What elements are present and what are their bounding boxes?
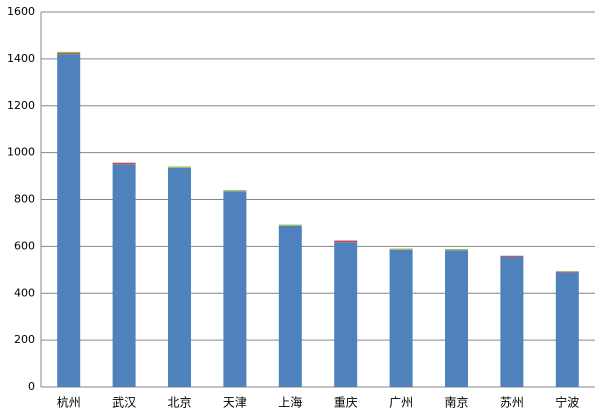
bar-segment xyxy=(168,166,191,168)
bar-segment xyxy=(500,256,524,387)
bar-segment xyxy=(57,53,81,55)
bar-segment xyxy=(555,271,579,273)
bar-segment xyxy=(112,162,136,165)
y-tick-label: 1400 xyxy=(7,52,35,65)
bar-segment xyxy=(334,240,358,243)
y-tick-label: 800 xyxy=(14,193,35,206)
bar-segment xyxy=(445,250,468,387)
y-tick-label: 600 xyxy=(14,239,35,252)
bar-segment xyxy=(445,248,468,251)
y-tick-label: 200 xyxy=(14,333,35,346)
bar-segment xyxy=(112,164,136,387)
x-tick-label: 重庆 xyxy=(334,396,358,410)
bar-segment xyxy=(389,249,413,387)
bar-segment xyxy=(555,272,579,387)
x-tick-label: 武汉 xyxy=(112,396,136,410)
x-tick-label: 宁波 xyxy=(555,395,579,410)
x-tick-label: 北京 xyxy=(167,396,191,410)
x-tick-label: 杭州 xyxy=(57,395,81,410)
y-tick-label: 1600 xyxy=(7,5,35,18)
x-tick-label: 上海 xyxy=(278,395,302,410)
y-tick-label: 400 xyxy=(14,286,35,299)
x-tick-label: 苏州 xyxy=(500,396,524,410)
y-tick-label: 0 xyxy=(28,380,35,393)
x-tick-label: 天津 xyxy=(223,396,247,410)
bar-segment xyxy=(555,270,579,272)
bar-segment xyxy=(168,167,191,387)
bar-segment xyxy=(334,242,358,387)
y-tick-label: 1000 xyxy=(7,146,35,159)
bar-segment xyxy=(278,224,302,226)
bar-segment xyxy=(57,54,81,387)
bar-segment xyxy=(389,248,413,250)
bar-segment xyxy=(278,225,302,387)
bar-segment xyxy=(500,255,524,257)
y-tick-label: 1200 xyxy=(7,99,35,112)
bar-segment xyxy=(223,191,247,387)
x-tick-label: 南京 xyxy=(444,395,468,410)
x-tick-label: 广州 xyxy=(389,396,413,410)
bar-segment xyxy=(223,190,247,192)
bar-segment xyxy=(57,51,81,54)
